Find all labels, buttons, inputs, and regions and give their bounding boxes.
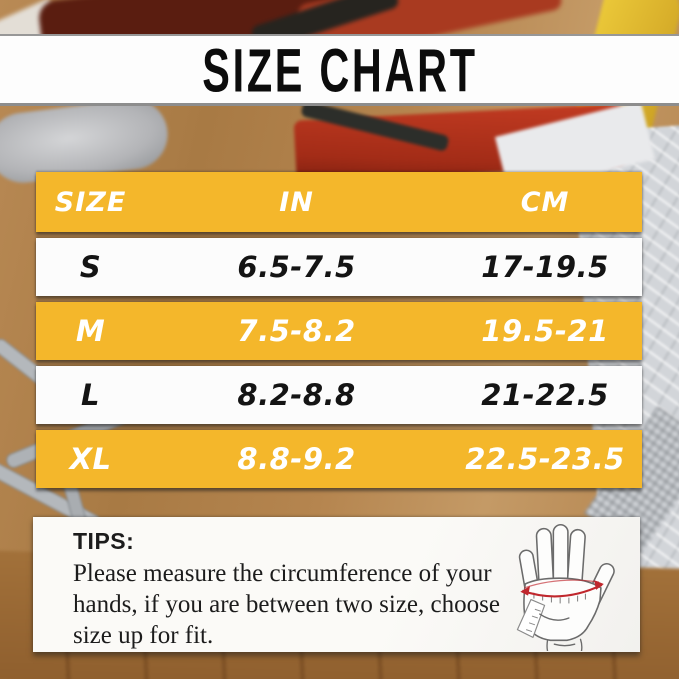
tips-text-line: hands, if you are between two size, choo… xyxy=(73,591,500,618)
table-row: M 7.5-8.2 19.5-21 xyxy=(36,302,642,360)
hand-measure-icon xyxy=(516,523,615,652)
column-header-size: SIZE xyxy=(54,186,127,218)
cell-cm: 17-19.5 xyxy=(481,250,609,284)
cell-in: 8.8-9.2 xyxy=(237,442,356,476)
cell-size: S xyxy=(79,250,102,284)
tips-text-line: Please measure the circumference of your xyxy=(73,560,492,587)
table-row: XL 8.8-9.2 22.5-23.5 xyxy=(36,430,642,488)
page-title: SIZE CHART xyxy=(201,34,478,105)
tips-heading: TIPS: xyxy=(73,528,135,554)
table-row: L 8.2-8.8 21-22.5 xyxy=(36,366,642,424)
title-banner: SIZE CHART xyxy=(0,34,679,106)
cell-cm: 22.5-23.5 xyxy=(465,442,625,476)
cell-size: XL xyxy=(69,442,112,476)
size-table: SIZE IN CM S 6.5-7.5 17-19.5 M 7.5-8.2 1… xyxy=(36,172,642,494)
cell-size: L xyxy=(81,378,101,412)
table-row: S 6.5-7.5 17-19.5 xyxy=(36,238,642,296)
column-header-in: IN xyxy=(279,186,314,218)
hand-measure-icon xyxy=(504,517,626,652)
cell-in: 7.5-8.2 xyxy=(237,314,356,348)
cell-in: 6.5-7.5 xyxy=(237,250,356,284)
cell-size: M xyxy=(75,314,106,348)
cell-in: 8.2-8.8 xyxy=(237,378,356,412)
cell-cm: 19.5-21 xyxy=(481,314,609,348)
column-header-cm: CM xyxy=(520,186,570,218)
tips-text-line: size up for fit. xyxy=(73,622,214,649)
table-header-row: SIZE IN CM xyxy=(36,172,642,232)
tips-box: TIPS: Please measure the circumference o… xyxy=(33,517,640,652)
cell-cm: 21-22.5 xyxy=(481,378,609,412)
